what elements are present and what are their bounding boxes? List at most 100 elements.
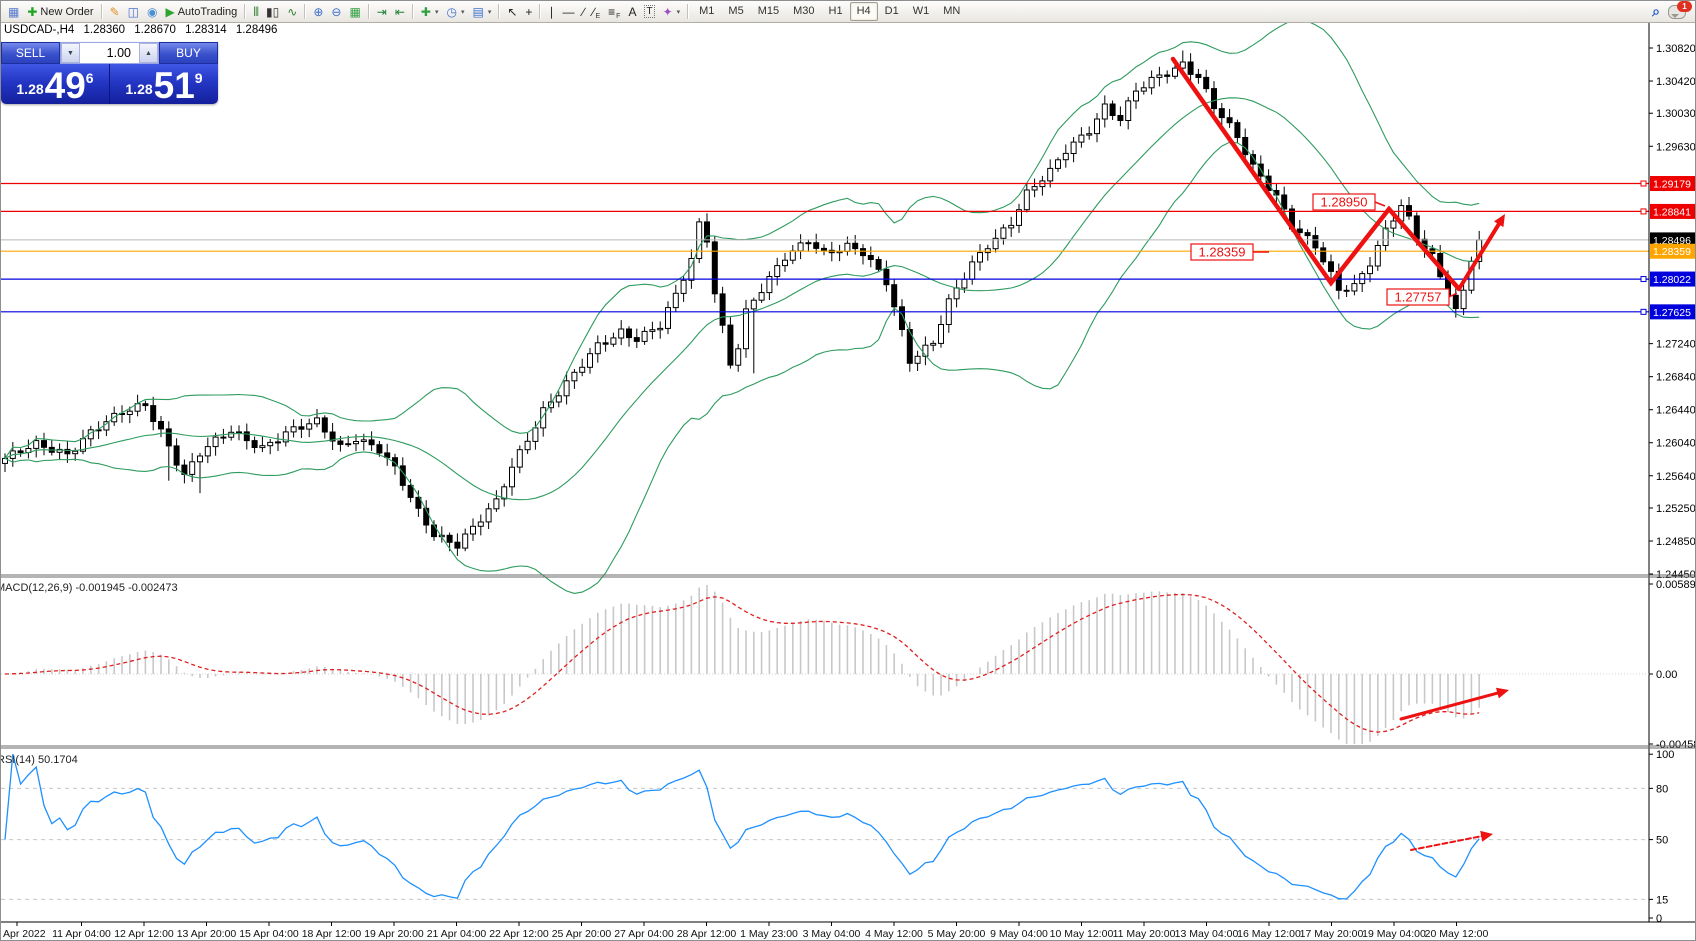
- toolbar-separator: [244, 4, 247, 19]
- time-tick-label: 19 May 04:00: [1362, 928, 1426, 940]
- candlestick-series: [2, 50, 1483, 556]
- timeframe-button-h1[interactable]: H1: [828, 5, 843, 17]
- zoom-out-icon[interactable]: ⊖: [327, 2, 345, 21]
- time-tick-label: 21 Apr 04:00: [427, 928, 487, 940]
- timeframe-button-m15[interactable]: M15: [757, 5, 780, 17]
- tile-windows-icon[interactable]: ▦: [345, 2, 364, 21]
- autotrading-button[interactable]: ▶ AutoTrading: [161, 2, 241, 21]
- sell-price-pipette: 6: [85, 70, 94, 86]
- line-handle[interactable]: [1640, 208, 1647, 215]
- rsi-forecast-arrow-head: [1480, 830, 1493, 842]
- equidistant-channel-icon[interactable]: ∕ E: [588, 2, 604, 21]
- timeframe-button-m30[interactable]: M30: [793, 5, 815, 17]
- volume-input[interactable]: 1.00: [106, 46, 131, 60]
- fibonacci-icon-sub-label: F: [616, 13, 621, 20]
- timeframe-button-mn[interactable]: MN: [943, 5, 961, 17]
- sell-button[interactable]: SELL: [1, 42, 60, 64]
- shapes-button[interactable]: ✦ ▾: [659, 2, 685, 21]
- time-tick-label: 4 May 12:00: [865, 928, 923, 940]
- vertical-line-icon[interactable]: ∣: [544, 2, 558, 21]
- tile-windows-icon: ▦: [349, 4, 361, 19]
- bar-chart-icon: |||: [253, 5, 259, 17]
- templates-button[interactable]: ▤ ▾: [469, 2, 496, 21]
- crosshair-icon[interactable]: +: [521, 2, 536, 21]
- volume-increase-icon[interactable]: ▲: [139, 43, 158, 63]
- new-order-button[interactable]: ✚ New Order: [23, 2, 97, 21]
- macd-forecast-arrow[interactable]: [1399, 690, 1505, 721]
- indicators-button[interactable]: ✚ ▾: [417, 2, 443, 21]
- sell-price-display[interactable]: 1.28 49 6: [1, 64, 109, 104]
- horizontal-line-icon[interactable]: ―: [558, 2, 578, 21]
- candlestick-chart-icon[interactable]: ▮▯: [262, 2, 283, 21]
- time-tick-label: 10 May 12:00: [1050, 928, 1114, 940]
- price-label-text: 1.28359: [1653, 246, 1691, 258]
- volume-decrease-icon[interactable]: ▼: [61, 43, 80, 63]
- timeframe-button-m5[interactable]: M5: [728, 5, 744, 17]
- play-icon: ▶: [165, 4, 175, 19]
- auto-scroll-icon[interactable]: ⇥: [373, 2, 391, 21]
- rsi-axis-label: 50: [1656, 835, 1668, 847]
- buy-button[interactable]: BUY: [159, 42, 218, 64]
- profiles-icon[interactable]: ◫: [124, 2, 143, 21]
- toolbar-separator: [411, 4, 414, 19]
- line-chart-icon: ∿: [287, 4, 298, 19]
- timeframe-button-h4[interactable]: H4: [849, 2, 878, 21]
- metaeditor-icon[interactable]: ✎: [106, 2, 124, 21]
- signals-icon[interactable]: ◉: [143, 2, 161, 21]
- price-tick-label: 1.25250: [1656, 503, 1696, 515]
- time-tick-label: Apr 2022: [3, 928, 46, 940]
- equidistant-channel-icon: ∕: [592, 4, 595, 19]
- text-label-icon: T: [644, 5, 655, 18]
- pane-separator[interactable]: [1, 574, 1696, 578]
- timeframe-button-m1[interactable]: M1: [699, 5, 715, 17]
- line-handle[interactable]: [1640, 180, 1647, 187]
- bar-chart-icon[interactable]: |||: [249, 2, 262, 21]
- zoom-out-icon: ⊖: [331, 4, 342, 19]
- one-click-trading-panel: SELL ▼ 1.00 ▲ BUY 1.28 49 6 1.28 51 9: [1, 42, 218, 104]
- buy-price-prefix: 1.28: [125, 81, 153, 97]
- trendline-icon: ∕: [582, 4, 585, 19]
- buy-price-display[interactable]: 1.28 51 9: [109, 64, 218, 104]
- horizontal-lines: [1, 180, 1649, 315]
- time-tick-label: 18 Apr 12:00: [302, 928, 362, 940]
- chat-notifications-icon[interactable]: 1: [1668, 1, 1692, 19]
- trendline-icon[interactable]: ∕: [578, 2, 588, 21]
- time-axis[interactable]: Apr 2022 11 Apr 04:00 12 Apr 12:00 13 Apr 2…: [1, 921, 1696, 940]
- clock-icon: ◷: [446, 4, 457, 19]
- trend-zigzag-line[interactable]: [1170, 56, 1462, 292]
- line-handle[interactable]: [1640, 308, 1647, 315]
- pane-separator[interactable]: [1, 745, 1696, 749]
- chart-shift-icon[interactable]: ⇤: [391, 2, 409, 21]
- time-tick-label: 13 May 04:00: [1175, 928, 1239, 940]
- chevron-down-icon: ▾: [460, 8, 465, 16]
- periods-button[interactable]: ◷ ▾: [443, 2, 469, 21]
- close-value: 1.28496: [235, 24, 278, 36]
- chart-window-icon[interactable]: ▦: [4, 2, 23, 21]
- cursor-icon[interactable]: ↖: [503, 2, 521, 21]
- text-icon[interactable]: A: [624, 2, 640, 21]
- timeframe-button-w1[interactable]: W1: [912, 5, 930, 17]
- fibonacci-icon: ≡: [608, 4, 616, 19]
- fibonacci-icon[interactable]: ≡ F: [604, 2, 624, 21]
- metaeditor-icon: ✎: [109, 4, 120, 19]
- price-label-box: [1650, 243, 1695, 259]
- low-value: 1.28314: [185, 24, 227, 36]
- line-handle[interactable]: [1640, 276, 1647, 283]
- forecast-arrow[interactable]: [1457, 217, 1504, 291]
- price-axis[interactable]: 1.30820 1.30420 1.30030 1.29630 1.27240 1.268…: [1648, 21, 1696, 925]
- sell-price-big: 49: [44, 64, 86, 104]
- bollinger-lower-band: [4, 141, 1480, 594]
- analyst-annotations[interactable]: 1.28950 1.28359 1.27757: [1170, 56, 1509, 851]
- zoom-in-icon[interactable]: ⊕: [309, 2, 327, 21]
- time-tick-label: 19 Apr 20:00: [364, 928, 424, 940]
- price-tick-label: 1.29630: [1656, 141, 1696, 153]
- search-icon[interactable]: ⌕: [1652, 3, 1660, 19]
- price-tick-label: 1.25640: [1656, 471, 1696, 483]
- line-chart-icon[interactable]: ∿: [283, 2, 301, 21]
- rsi-forecast-arrow[interactable]: [1410, 834, 1489, 851]
- chart-window-icon: ▦: [8, 4, 20, 19]
- text-label-icon[interactable]: T: [640, 2, 658, 21]
- timeframe-button-d1[interactable]: D1: [884, 5, 899, 17]
- indicators-icon: ✚: [420, 4, 431, 19]
